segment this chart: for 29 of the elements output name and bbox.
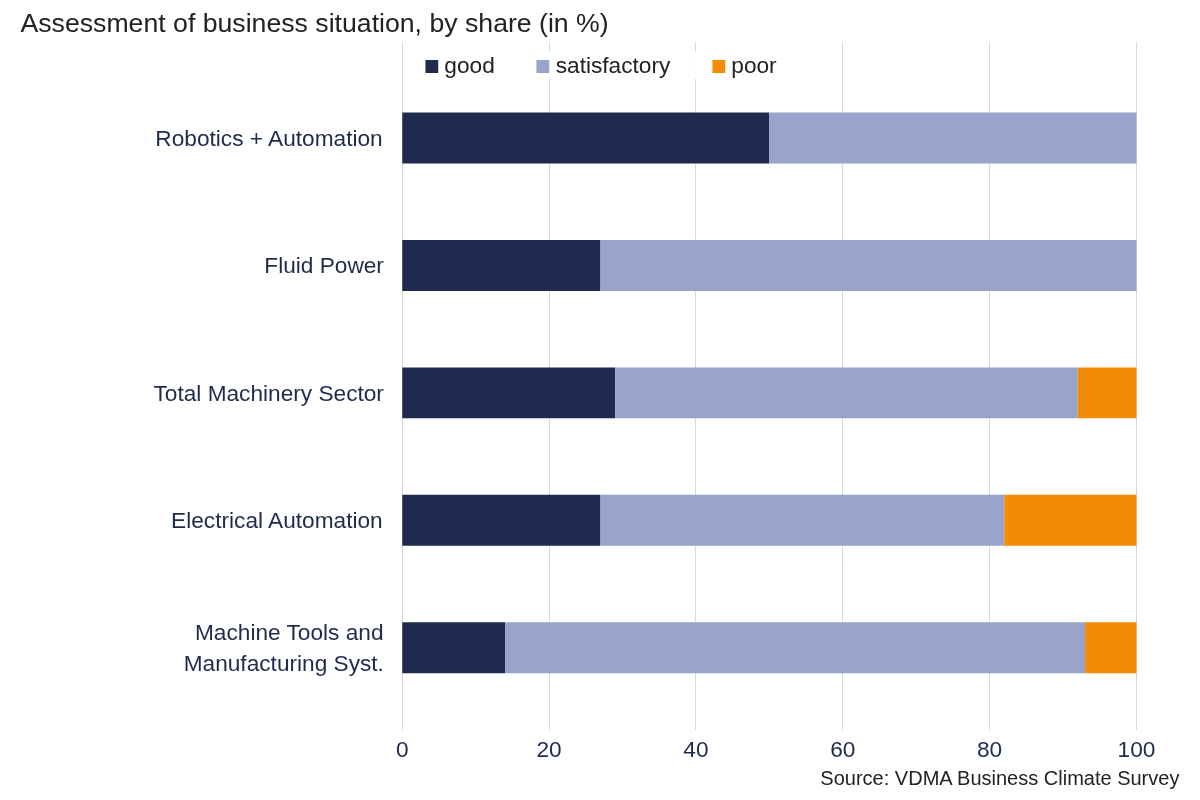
source-note: Source: VDMA Business Climate Survey [820,766,1180,789]
x-tick-label: 80 [977,735,1003,762]
chart-title: Assessment of business situation, by share (in %) [20,7,609,38]
y-tick-label: Fluid Power [264,252,385,279]
y-tick-label: Machine Tools and Manufacturing Syst. [183,619,384,677]
y-tick-label: Electrical Automation [171,507,383,534]
legend-label: poor [731,52,777,79]
bar [505,622,1086,674]
bar [402,494,601,546]
bar [1085,622,1137,674]
bar [615,367,1078,419]
bar [402,367,616,419]
x-tick-label: 40 [683,735,709,762]
bar [769,112,1137,164]
legend-label: satisfactory [555,52,671,79]
x-tick-label: 20 [536,735,562,762]
x-tick-label: 100 [1117,735,1156,762]
bar [1004,494,1137,546]
bar [600,239,1137,291]
y-tick-label: Total Machinery Sector [153,379,385,406]
bar [600,494,1005,546]
bar [402,239,601,291]
bar [402,622,506,674]
x-tick-label: 0 [395,735,409,762]
bar [1077,367,1137,419]
bar [402,112,770,164]
y-tick-label: Robotics + Automation [155,125,383,152]
legend-label: good [444,52,495,79]
x-tick-label: 60 [830,735,856,762]
